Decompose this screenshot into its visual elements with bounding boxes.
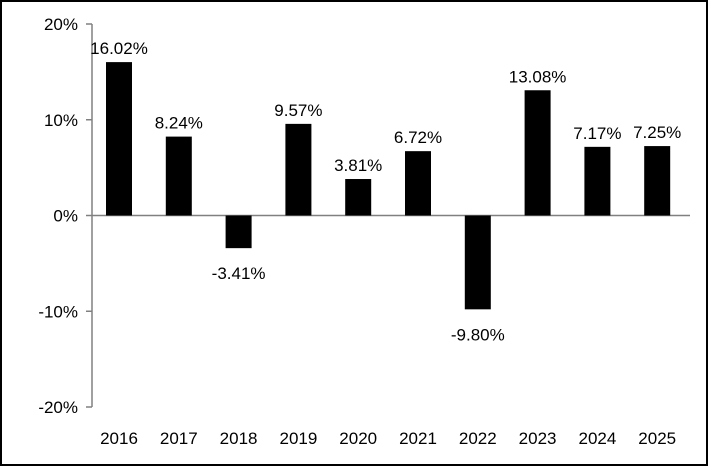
data-label: 6.72%	[394, 128, 442, 147]
bar	[225, 215, 252, 249]
data-label: -9.80%	[451, 325, 505, 344]
x-axis: 2016 2017 2018 2019 2020 2021 2022 2023 2024 2025	[92, 214, 690, 448]
data-label: 7.25%	[633, 123, 681, 142]
x-tick-label: 2016	[100, 429, 138, 448]
x-tick-label: 2024	[578, 429, 616, 448]
bars	[106, 62, 671, 310]
bar	[345, 179, 372, 216]
bar	[644, 146, 671, 216]
y-tick-label: 20%	[44, 15, 78, 34]
y-tick-label: -10%	[38, 302, 78, 321]
x-tick-label: 2019	[279, 429, 317, 448]
y-axis: 20% 10% 0% -10% -20%	[38, 15, 93, 417]
data-label: 16.02%	[90, 39, 148, 58]
data-label: 9.57%	[274, 101, 322, 120]
data-label: 8.24%	[155, 114, 203, 133]
bar	[405, 151, 431, 216]
data-label: 3.81%	[334, 156, 382, 175]
x-tick-label: 2017	[160, 429, 198, 448]
data-label: 7.17%	[573, 124, 621, 143]
data-label: 13.08%	[509, 67, 567, 86]
data-label: -3.41%	[212, 264, 266, 283]
bar	[524, 90, 551, 216]
x-tick-label: 2021	[399, 429, 437, 448]
bar	[285, 123, 312, 216]
x-tick-label: 2025	[638, 429, 676, 448]
data-labels: 16.02% 8.24% -3.41% 9.57% 3.81% 6.72% -9.80% 13…	[90, 39, 681, 344]
bar	[165, 136, 192, 216]
x-tick-label: 2022	[459, 429, 497, 448]
bar	[584, 146, 611, 216]
bar	[464, 215, 491, 310]
bar	[106, 62, 132, 216]
x-tick-label: 2020	[339, 429, 377, 448]
y-tick-label: 0%	[53, 207, 78, 226]
x-tick-label: 2023	[519, 429, 557, 448]
x-tick-label: 2018	[220, 429, 258, 448]
y-tick-label: -20%	[38, 398, 78, 417]
y-tick-label: 10%	[44, 111, 78, 130]
